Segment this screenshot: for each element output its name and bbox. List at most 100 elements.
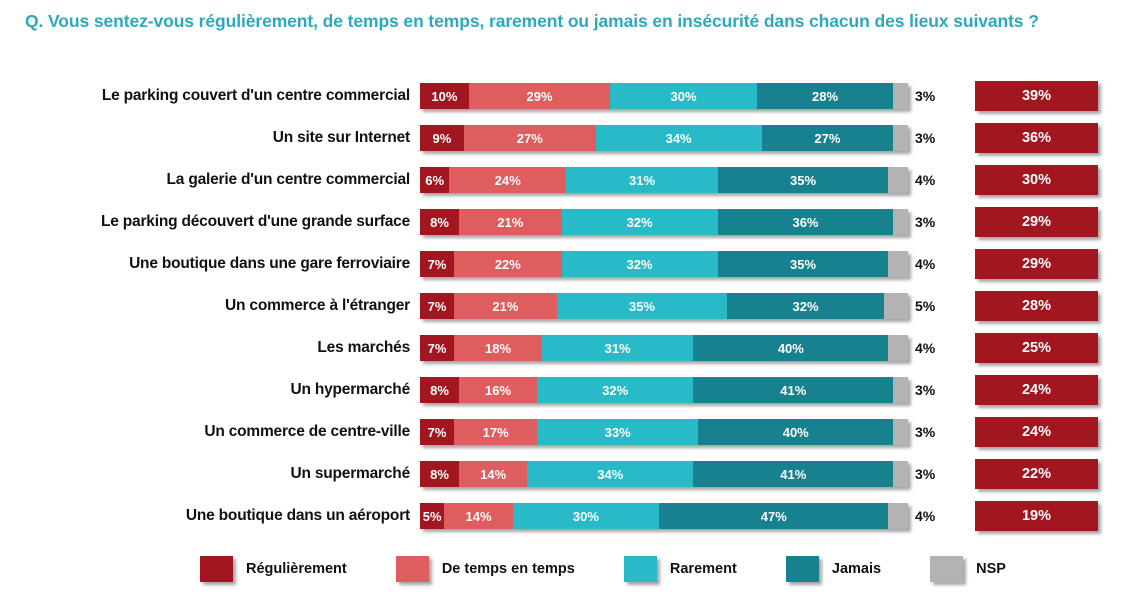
category-label: Une boutique dans une gare ferroviaire [129, 255, 410, 272]
total-badge: 39% [975, 81, 1098, 111]
bar-segment: 18% [454, 335, 542, 361]
bar-segment: 22% [454, 251, 562, 277]
bar-segment: 7% [420, 293, 455, 319]
category-label: Une boutique dans un aéroport [185, 507, 410, 524]
bar-segment [893, 419, 908, 445]
bar-segment: 8% [420, 461, 460, 487]
bar-segment: 6% [420, 167, 450, 193]
bar-segment: 17% [454, 419, 538, 445]
category-label: Un site sur Internet [272, 129, 410, 146]
bar-segment: 29% [468, 83, 611, 109]
nsp-value-label: 4% [915, 508, 936, 524]
total-badge: 24% [975, 375, 1098, 405]
chart-row: Le parking découvert d'une grande surfac… [0, 201, 1132, 243]
total-badge: 24% [975, 417, 1098, 447]
chart-row: Un hypermarché 8% 16% 32% 41% 3% 24% [0, 369, 1132, 411]
chart-row: Une boutique dans un aéroport 5% 14% 30% 47… [0, 495, 1132, 537]
bar-segment: 14% [444, 503, 513, 529]
bar-segment: 21% [454, 293, 557, 319]
nsp-value-label: 3% [915, 214, 936, 230]
category-label: Les marchés [317, 339, 410, 356]
bar-segment: 36% [717, 209, 894, 235]
category-label: Un commerce de centre-ville [204, 423, 410, 440]
chart-row: Le parking couvert d'un centre commercia… [0, 75, 1132, 117]
bar-segment: 47% [659, 503, 889, 529]
bar-segment: 8% [420, 377, 460, 403]
bar-segment: 41% [693, 461, 894, 487]
legend-item: De temps en temps [395, 556, 575, 582]
total-badge: 30% [975, 165, 1098, 195]
bar-segment [893, 83, 908, 109]
bar-segment: 9% [420, 125, 464, 151]
bar-segment: 14% [459, 461, 528, 487]
bar-segment: 35% [717, 251, 889, 277]
category-label: Un hypermarché [290, 381, 410, 398]
bar-segment: 34% [595, 125, 762, 151]
bar-segment [888, 335, 908, 361]
bar-segment: 31% [566, 167, 718, 193]
total-badge: 22% [975, 459, 1098, 489]
total-badge: 28% [975, 291, 1098, 321]
bar-segment [893, 461, 908, 487]
nsp-value-label: 3% [915, 130, 936, 146]
bar-segment: 32% [727, 293, 884, 319]
chart-row: Un site sur Internet 9% 27% 34% 27% 3% 36% [0, 117, 1132, 159]
nsp-value-label: 4% [915, 256, 936, 272]
bar-segment [893, 125, 908, 151]
bar-segment [888, 503, 908, 529]
nsp-value-label: 3% [915, 88, 936, 104]
category-label: Un supermarché [290, 465, 410, 482]
bar-segment: 34% [527, 461, 694, 487]
bar-segment: 8% [420, 209, 460, 235]
bar-segment: 40% [693, 335, 889, 361]
bar-segment: 41% [693, 377, 894, 403]
bar-chart: Le parking couvert d'un centre commercia… [0, 75, 1132, 537]
nsp-value-label: 4% [915, 340, 936, 356]
stacked-bar: 8% 16% 32% 41% [420, 377, 908, 403]
bar-segment: 32% [561, 251, 718, 277]
legend-item: Rarement [623, 556, 737, 582]
bar-segment: 32% [537, 377, 694, 403]
stacked-bar: 7% 22% 32% 35% [420, 251, 908, 277]
bar-segment: 35% [717, 167, 889, 193]
bar-segment [888, 167, 908, 193]
legend-label: Rarement [669, 561, 737, 577]
total-badge: 19% [975, 501, 1098, 531]
legend-label: Régulièrement [246, 561, 347, 577]
chart-row: La galerie d'un centre commercial 6% 24% 3… [0, 159, 1132, 201]
bar-segment: 24% [449, 167, 567, 193]
bar-segment: 27% [463, 125, 596, 151]
chart-row: Les marchés 7% 18% 31% 40% 4% 25% [0, 327, 1132, 369]
total-badge: 25% [975, 333, 1098, 363]
stacked-bar: 5% 14% 30% 47% [420, 503, 908, 529]
stacked-bar: 8% 14% 34% 41% [420, 461, 908, 487]
chart-row: Un commerce de centre-ville 7% 17% 33% 40% … [0, 411, 1132, 453]
nsp-value-label: 4% [915, 172, 936, 188]
legend-item: NSP [930, 556, 1006, 582]
category-label: Un commerce à l'étranger [225, 297, 410, 314]
category-label: Le parking couvert d'un centre commercia… [101, 87, 410, 104]
bar-segment: 32% [561, 209, 718, 235]
bar-segment: 16% [459, 377, 538, 403]
bar-segment: 30% [610, 83, 757, 109]
stacked-bar: 7% 18% 31% 40% [420, 335, 908, 361]
bar-segment: 10% [420, 83, 469, 109]
bar-segment: 27% [761, 125, 894, 151]
legend-swatch [785, 556, 819, 582]
nsp-value-label: 3% [915, 382, 936, 398]
legend-label: Jamais [831, 561, 882, 577]
legend-item: Régulièrement [200, 556, 347, 582]
total-badge: 36% [975, 123, 1098, 153]
stacked-bar: 9% 27% 34% 27% [420, 125, 908, 151]
bar-segment: 7% [420, 419, 455, 445]
category-label: Le parking découvert d'une grande surfac… [100, 213, 410, 230]
legend-swatch [395, 556, 429, 582]
stacked-bar: 7% 21% 35% 32% [420, 293, 908, 319]
stacked-bar: 7% 17% 33% 40% [420, 419, 908, 445]
stacked-bar: 8% 21% 32% 36% [420, 209, 908, 235]
stacked-bar: 10% 29% 30% 28% [420, 83, 908, 109]
bar-segment: 33% [537, 419, 699, 445]
stacked-bar: 6% 24% 31% 35% [420, 167, 908, 193]
bar-segment: 30% [512, 503, 660, 529]
